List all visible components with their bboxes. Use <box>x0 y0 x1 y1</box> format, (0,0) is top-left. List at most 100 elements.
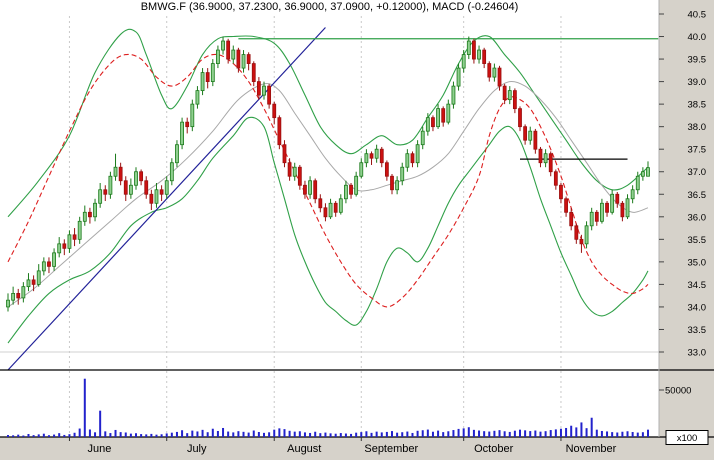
candle-body <box>451 85 456 105</box>
candle-body <box>338 198 343 213</box>
middle-band-line <box>7 80 649 308</box>
volume-bar <box>232 432 235 437</box>
volume-bar <box>452 430 455 437</box>
candle-body <box>226 40 231 60</box>
volume-bar <box>201 429 204 437</box>
volume-bar <box>647 429 649 437</box>
volume-bar <box>155 434 158 437</box>
price-axis-label: 38.5 <box>688 100 707 111</box>
volume-bar <box>73 432 76 437</box>
volume-bar <box>350 433 353 437</box>
candle-body <box>635 175 640 191</box>
volume-bar <box>298 431 301 437</box>
month-gridlines <box>68 16 562 437</box>
volume-bar <box>211 428 214 437</box>
candle-body <box>384 162 389 177</box>
candle-body <box>57 243 62 254</box>
candle-body <box>579 238 584 245</box>
candle-body <box>553 171 558 186</box>
candle-body <box>415 144 420 164</box>
candle-body <box>159 189 164 195</box>
candle-body <box>118 166 123 182</box>
volume-bar <box>611 432 614 437</box>
candle-body <box>466 40 471 55</box>
volume-bar <box>94 432 97 437</box>
volume-bar <box>27 433 30 437</box>
volume-bar <box>314 431 317 437</box>
candle-body <box>400 166 405 182</box>
candle-body <box>262 85 266 96</box>
volume-bar <box>109 433 112 437</box>
volume-bar <box>411 432 414 437</box>
volume-bar <box>529 431 532 437</box>
chart-pane-background <box>0 0 659 437</box>
candle-body <box>507 90 512 101</box>
candle-body <box>487 63 492 78</box>
volume-bar <box>129 433 132 437</box>
volume-bar <box>22 435 25 437</box>
volume-bar <box>273 429 276 437</box>
candle-body <box>354 175 359 195</box>
volume-bar <box>181 430 184 437</box>
candle-body <box>620 202 625 218</box>
candle-body <box>441 108 446 123</box>
candle-body <box>282 144 287 164</box>
price-axis-label: 34.0 <box>688 302 707 313</box>
candle-body <box>574 225 579 240</box>
volume-bar <box>621 431 624 437</box>
volume-bar <box>524 430 527 437</box>
volume-bar <box>206 432 209 437</box>
volume-bar <box>114 429 117 437</box>
volume-bar <box>513 430 516 437</box>
candle-body <box>589 211 594 227</box>
volume-bar <box>365 431 368 437</box>
price-axis-label: 35.5 <box>688 235 707 246</box>
price-axis-label: 38.0 <box>688 122 707 133</box>
price-axis-label: 40.0 <box>688 32 707 43</box>
volume-bar <box>554 429 557 437</box>
candle-body <box>625 198 630 218</box>
price-axis-label: 36.5 <box>688 190 707 201</box>
volume-bar <box>498 430 501 437</box>
volume-bar <box>519 429 521 437</box>
candle-body <box>113 166 118 177</box>
candle-body <box>6 299 10 308</box>
candle-body <box>52 252 56 267</box>
volume-bar <box>344 433 347 437</box>
volume-bar <box>585 428 588 437</box>
volume-bar <box>406 431 409 437</box>
volume-bar <box>616 432 619 437</box>
volume-bar <box>268 432 271 437</box>
candle-body <box>646 167 650 177</box>
volume-bar <box>508 431 511 437</box>
candle-body <box>210 63 215 83</box>
candle-body <box>216 49 220 64</box>
volume-bar <box>140 434 143 437</box>
volume-bar <box>32 435 35 437</box>
volume-bars-layer <box>7 378 649 437</box>
candle-body <box>36 270 41 285</box>
candle-body <box>569 211 574 227</box>
volume-bar <box>257 432 260 437</box>
candle-body <box>47 261 51 267</box>
volume-bar <box>544 431 547 437</box>
volume-bar <box>145 434 148 437</box>
bollinger-upper-line <box>7 28 649 218</box>
volume-bar <box>360 432 363 437</box>
volume-bar <box>483 431 486 437</box>
candle-body <box>584 225 589 245</box>
volume-bar <box>216 430 219 437</box>
volume-bar <box>191 430 194 437</box>
candle-body <box>461 54 466 69</box>
volume-bar <box>150 433 153 437</box>
candle-body <box>175 144 179 164</box>
candle-body <box>564 198 568 213</box>
candle-body <box>640 171 645 177</box>
candle-body <box>436 108 440 128</box>
volume-axis: 50000 <box>659 386 691 397</box>
volume-bar <box>278 428 281 437</box>
volume-bar <box>329 433 332 437</box>
volume-bar <box>135 433 137 437</box>
